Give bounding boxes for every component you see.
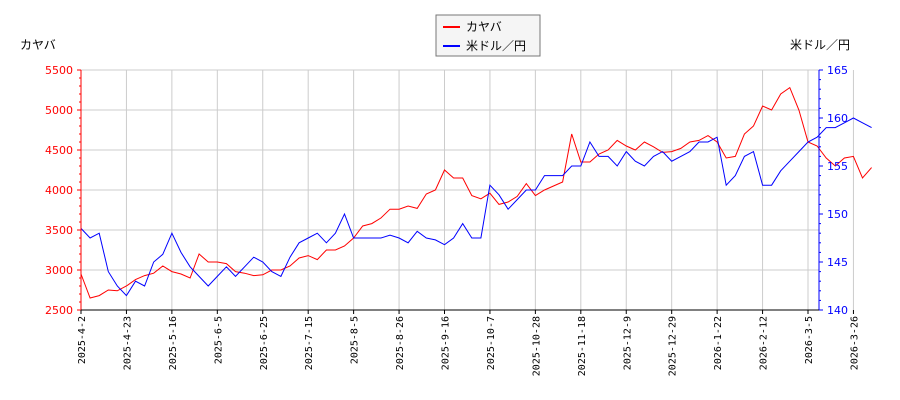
x-tick-label: 2026-3-26 [849,316,860,370]
kayaba-line [80,86,872,299]
x-tick-label: 2025-8-26 [395,316,406,370]
x-tick-label: 2025-12-29 [668,316,679,376]
axes: 2500 3000 3500 4000 4500 5000 5500 140 145 150 155… [45,64,860,376]
x-tick-label: 2025-10-7 [486,316,497,370]
left-tick-label: 3000 [45,264,73,277]
left-tick-label: 2500 [45,304,73,317]
x-tick-label: 2026-3-5 [804,316,815,364]
x-tick-label: 2025-9-16 [441,316,452,370]
left-tick-label: 4500 [45,144,73,157]
left-tick-label: 3500 [45,224,73,237]
right-axis-label: 米ドル／円 [790,38,850,52]
x-tick-label: 2025-5-16 [168,316,179,370]
left-axis-label: カヤバ [20,38,56,52]
x-tick-label: 2025-6-5 [213,316,224,364]
x-tick-label: 2025-10-28 [531,316,542,376]
legend-label-usdjpy: 米ドル／円 [466,39,526,53]
x-tick-label: 2026-1-22 [713,316,724,370]
left-tick-label: 5000 [45,104,73,117]
right-tick-label: 155 [827,160,848,173]
x-tick-label: 2025-11-18 [577,316,588,376]
right-tick-label: 140 [827,304,848,317]
left-tick-label: 4000 [45,184,73,197]
right-tick-label: 160 [827,112,848,125]
legend-label-kayaba: カヤバ [466,20,502,34]
right-tick-label: 165 [827,64,848,77]
x-tick-label: 2025-4-23 [122,316,133,370]
right-tick-label: 150 [827,208,848,221]
usdjpy-line [80,117,872,297]
x-tick-label: 2025-6-25 [259,316,270,370]
x-tick-label: 2026-2-12 [759,316,770,370]
x-tick-label: 2025-8-5 [350,316,361,364]
right-tick-label: 145 [827,256,848,269]
x-tick-label: 2025-12-9 [622,316,633,370]
x-tick-label: 2025-4-2 [77,316,88,364]
left-tick-label: 5500 [45,64,73,77]
series-lines [80,86,872,299]
legend: カヤバ 米ドル／円 [435,14,541,57]
x-tick-label: 2025-7-15 [304,316,315,370]
